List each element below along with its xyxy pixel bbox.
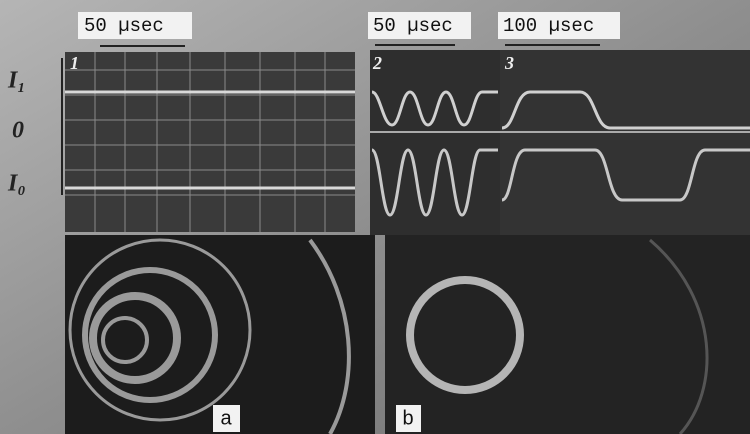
time-scale: 50 µsec	[373, 15, 453, 37]
panel-label: b	[402, 407, 413, 429]
figure: 50 µsec 50 µsec 100 µsec 1 2 3 I₁ 0 I₀ a…	[0, 0, 750, 434]
photo-panel	[385, 235, 750, 434]
scope-panel	[65, 52, 355, 232]
axis-label: 0	[12, 118, 24, 144]
trace-number: 2	[372, 53, 382, 73]
time-scale: 50 µsec	[84, 15, 164, 37]
time-scale: 100 µsec	[503, 15, 594, 37]
axis-label: I₁	[7, 68, 26, 94]
axis-label: I₀	[7, 171, 26, 197]
scope-panel	[370, 50, 500, 235]
panel-label: a	[220, 407, 232, 429]
scope-panel	[500, 50, 750, 235]
trace-number: 1	[70, 53, 79, 73]
trace-number: 3	[504, 53, 514, 73]
